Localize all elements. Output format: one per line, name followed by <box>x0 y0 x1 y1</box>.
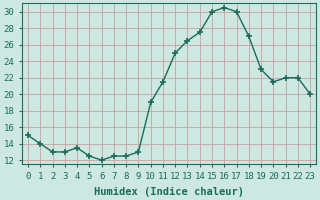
X-axis label: Humidex (Indice chaleur): Humidex (Indice chaleur) <box>94 186 244 197</box>
